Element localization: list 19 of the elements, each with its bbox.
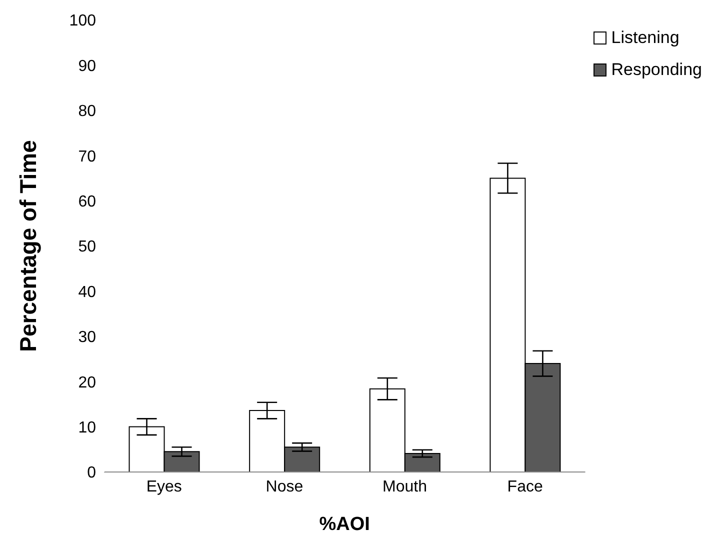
x-tick-label: Face bbox=[507, 478, 543, 496]
y-tick-label: 50 bbox=[78, 238, 96, 256]
x-axis-title: %AOI bbox=[319, 514, 370, 535]
y-tick-label: 100 bbox=[69, 12, 96, 30]
y-tick-label: 60 bbox=[78, 193, 96, 210]
y-tick-label: 40 bbox=[78, 284, 96, 301]
y-tick-label: 30 bbox=[78, 329, 96, 346]
y-tick-label: 80 bbox=[78, 103, 96, 120]
y-tick-label: 90 bbox=[78, 58, 96, 75]
y-tick-label: 20 bbox=[78, 374, 96, 392]
y-tick-label: 10 bbox=[78, 419, 96, 436]
legend-label: Responding bbox=[611, 59, 702, 81]
y-tick-label: 0 bbox=[87, 464, 96, 482]
x-tick-label: Nose bbox=[266, 478, 304, 496]
x-tick-label: Mouth bbox=[382, 478, 428, 496]
x-tick-label: Eyes bbox=[146, 478, 182, 496]
y-axis-title: Percentage of Time bbox=[15, 140, 42, 352]
y-tick-label: 70 bbox=[78, 148, 96, 166]
legend-label: Listening bbox=[611, 27, 680, 49]
